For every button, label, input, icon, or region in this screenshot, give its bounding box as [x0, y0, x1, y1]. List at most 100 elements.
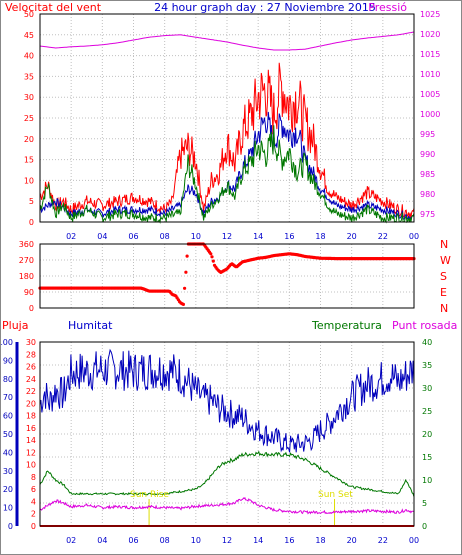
humidity-x-tick-label: 16 [284, 536, 294, 545]
rain-y-tick-label: 12 [26, 448, 36, 457]
wind-y-tick-label: 30 [24, 93, 34, 102]
humidity-y-tick-label: 50 [3, 430, 13, 439]
direction-y-tick-label: 90 [24, 288, 34, 297]
humidity-y-tick-label: 10 [3, 504, 13, 513]
compass-n-bottom: N [440, 302, 448, 315]
humidity-x-tick-label: 06 [128, 536, 138, 545]
humidity-x-tick-label: 20 [347, 536, 357, 545]
rain-y-tick-label: 26 [26, 363, 36, 372]
wind-y-tick-label: 40 [24, 52, 34, 61]
rain-y-tick-label: 14 [26, 436, 36, 445]
humidity-x-tick-label: 00 [409, 536, 419, 545]
rain-y-tick-label: 4 [31, 497, 36, 506]
rain-y-tick-label: 8 [31, 473, 36, 482]
wind-x-tick-label: 16 [284, 232, 294, 241]
temperature-y-tick-label: 0 [422, 522, 427, 531]
direction-point [209, 252, 213, 256]
pressure-y-tick-label: 990 [420, 150, 435, 159]
wind-x-tick-label: 02 [66, 232, 76, 241]
humidity-x-tick-label: 04 [97, 536, 107, 545]
panel-border [39, 341, 415, 527]
humidity-y-tick-label: 30 [3, 467, 13, 476]
wind-x-tick-label: 12 [222, 232, 232, 241]
pressure-line [39, 31, 415, 51]
pressure-y-tick-label: 985 [420, 170, 435, 179]
pressure-y-tick-label: 975 [420, 210, 435, 219]
wind-x-tick-label: 10 [191, 232, 201, 241]
pressure-y-tick-label: 995 [420, 130, 435, 139]
chart-title: 24 hour graph day : 27 Noviembre 2015 [154, 1, 376, 14]
wind-y-tick-label: 20 [24, 135, 34, 144]
wind-x-tick-label: 06 [128, 232, 138, 241]
rain-y-tick-label: 6 [31, 485, 36, 494]
temperature-y-tick-label: 10 [422, 476, 432, 485]
direction-y-tick-label: 0 [29, 304, 34, 313]
temperature-y-tick-label: 40 [422, 338, 432, 347]
rain-y-tick-label: 24 [26, 375, 36, 384]
pressure-y-tick-label: 1010 [420, 70, 440, 79]
rain-y-tick-label: 20 [26, 399, 36, 408]
panel-border [39, 243, 415, 309]
rain-label: Pluja [2, 319, 28, 332]
temperature-y-tick-label: 15 [422, 453, 432, 462]
direction-y-tick-label: 360 [19, 240, 34, 249]
pressure-y-tick-label: 980 [420, 190, 435, 199]
direction-point [210, 255, 214, 259]
humidity-x-tick-label: 22 [378, 536, 388, 545]
rain-y-tick-label: 2 [31, 510, 36, 519]
humidity-y-tick-label: 90 [3, 356, 13, 365]
wind-x-tick-label: 04 [97, 232, 107, 241]
humidity-line [39, 348, 415, 453]
compass-w: W [440, 254, 451, 267]
temperature-y-tick-label: 5 [422, 499, 427, 508]
humidity-y-tick-label: 100 [0, 338, 13, 347]
humidity-x-tick-label: 02 [66, 536, 76, 545]
humidity-y-tick-label: 0 [8, 522, 13, 531]
temperature-label: Temperatura [311, 319, 382, 332]
axis-ticks: 0510152025303540455097598098599099510001… [0, 10, 440, 545]
humidity-y-tick-label: 20 [3, 485, 13, 494]
dew-point-line [39, 496, 415, 515]
compass-n-top: N [440, 238, 448, 251]
humidity-x-tick-label: 10 [191, 536, 201, 545]
wind-y-tick-label: 15 [24, 156, 34, 165]
pressure-y-tick-label: 1025 [420, 10, 440, 19]
wind-x-tick-label: 00 [409, 232, 419, 241]
humidity-y-tick-label: 40 [3, 448, 13, 457]
humidity-x-tick-label: 14 [253, 536, 263, 545]
wind-x-tick-label: 18 [315, 232, 325, 241]
rain-y-tick-label: 0 [31, 522, 36, 531]
direction-y-tick-label: 270 [19, 256, 34, 265]
pressure-label: Pressió [368, 1, 407, 14]
wind-x-tick-label: 22 [378, 232, 388, 241]
compass-s: S [440, 270, 447, 283]
panel-border [39, 13, 415, 223]
humidity-x-tick-label: 12 [222, 536, 232, 545]
rain-y-tick-label: 30 [26, 338, 36, 347]
direction-point [184, 270, 188, 274]
wind-y-tick-label: 25 [24, 114, 34, 123]
wind-y-tick-label: 35 [24, 72, 34, 81]
pressure-y-tick-label: 1005 [420, 90, 440, 99]
humidity-x-tick-label: 18 [315, 536, 325, 545]
wind-y-tick-label: 50 [24, 10, 34, 19]
wind-x-tick-label: 20 [347, 232, 357, 241]
wind-x-tick-label: 08 [160, 232, 170, 241]
wind-y-tick-label: 0 [29, 218, 34, 227]
humidity-x-tick-label: 08 [160, 536, 170, 545]
wind-y-tick-label: 10 [24, 176, 34, 185]
temperature-y-tick-label: 25 [422, 407, 432, 416]
humidity-label: Humitat [68, 319, 113, 332]
humidity-y-tick-label: 70 [3, 393, 13, 402]
rain-y-tick-label: 18 [26, 412, 36, 421]
direction-point [183, 286, 187, 290]
rain-y-tick-label: 16 [26, 424, 36, 433]
compass-legend: N W S E N [440, 238, 451, 315]
direction-point [211, 259, 215, 263]
temperature-y-tick-label: 35 [422, 361, 432, 370]
sun-rise-label: Sun Rise [130, 490, 169, 500]
direction-point [181, 302, 185, 306]
rain-y-tick-label: 22 [26, 387, 36, 396]
